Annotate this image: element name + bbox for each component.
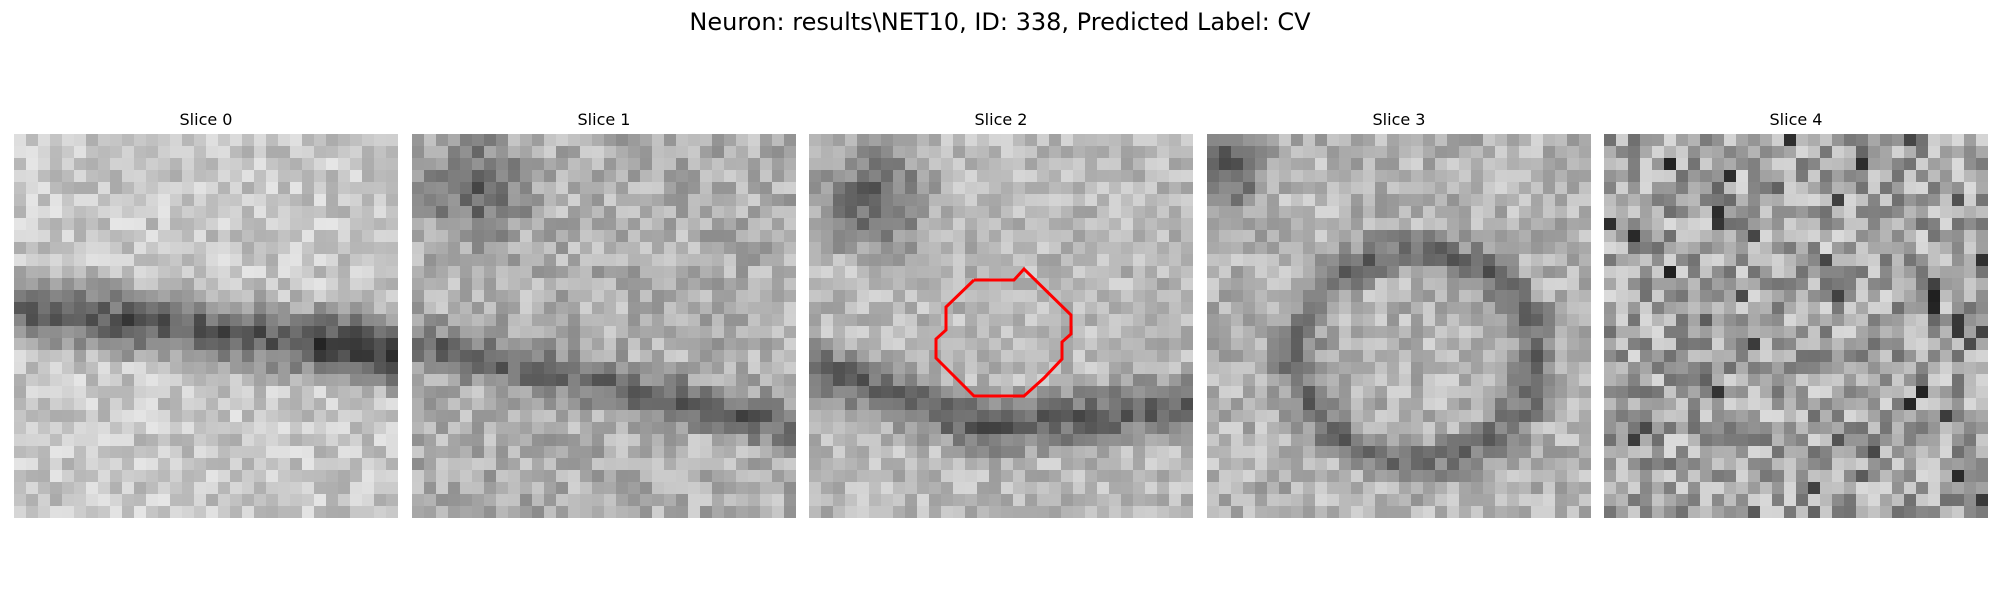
- slice-title-3: Slice 3: [1372, 110, 1426, 129]
- slice-image-4: [1604, 134, 1988, 518]
- slice-title-0: Slice 0: [179, 110, 233, 129]
- slice-title-4: Slice 4: [1769, 110, 1823, 129]
- slice-image-0: [14, 134, 398, 518]
- slice-title-1: Slice 1: [577, 110, 631, 129]
- slice-title-2: Slice 2: [974, 110, 1028, 129]
- slice-image-1: [412, 134, 796, 518]
- slice-image-3: [1207, 134, 1591, 518]
- figure-title: Neuron: results\NET10, ID: 338, Predicte…: [689, 8, 1311, 36]
- slice-image-2: [809, 134, 1193, 518]
